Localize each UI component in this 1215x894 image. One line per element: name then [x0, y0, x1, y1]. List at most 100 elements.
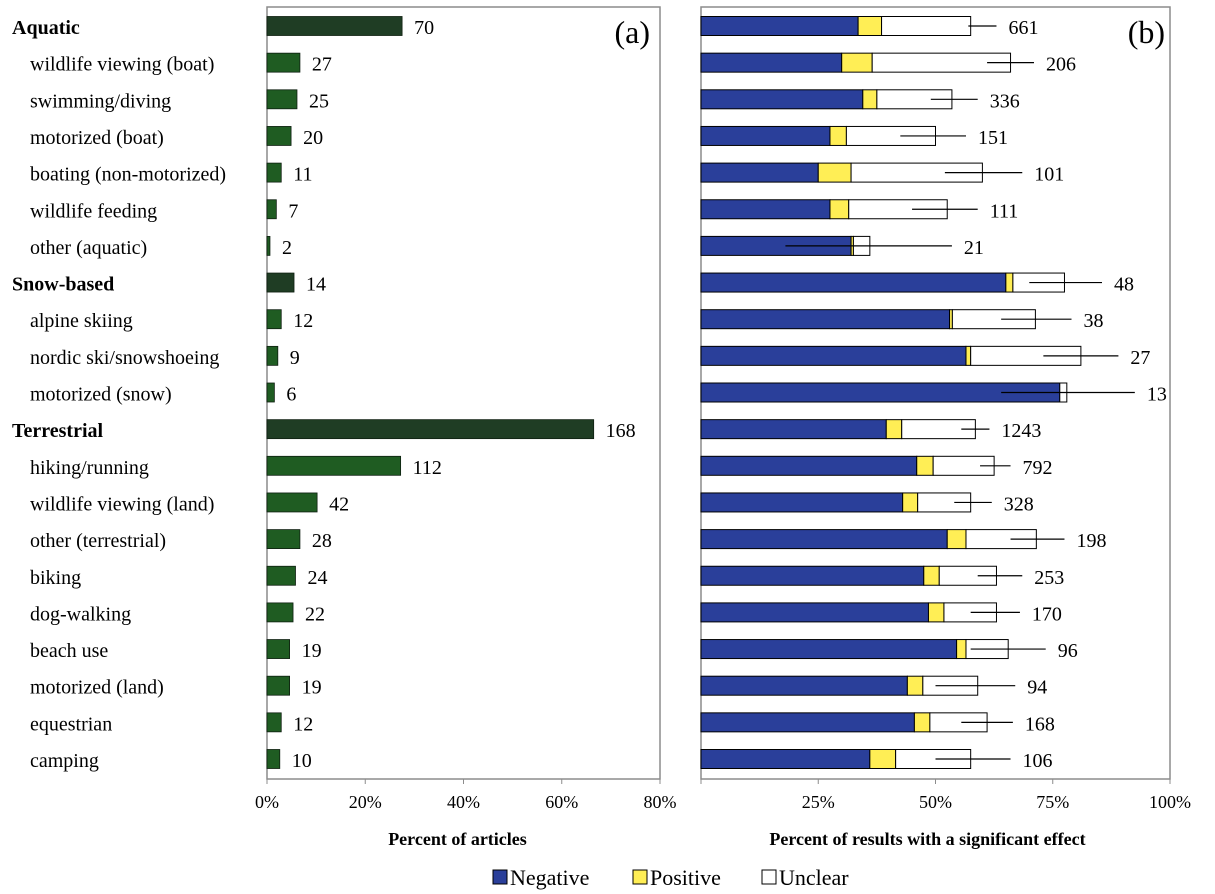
- n-label-wildlife-viewing-boat: 206: [1046, 54, 1076, 76]
- bar-wildlife-viewing-land: [266, 492, 318, 513]
- count-label-snow-based: 14: [306, 274, 326, 296]
- legend-swatch-positive: [632, 869, 648, 885]
- negative-segment-motorized-land: [700, 675, 908, 696]
- legend-swatch-unclear: [761, 869, 777, 885]
- x-tick-label-a-1: 20%: [349, 792, 382, 812]
- bar-other-aquatic: [266, 235, 271, 256]
- count-label-swimming-diving: 25: [309, 90, 329, 112]
- count-label-equestrian: 12: [293, 713, 313, 735]
- bar-motorized-boat: [266, 126, 292, 146]
- count-label-terrestrial: 168: [606, 420, 636, 442]
- bar-boating-non-motorized: [266, 162, 282, 183]
- n-label-nordic-ski-snowshoeing: 27: [1130, 347, 1150, 369]
- count-label-other-aquatic: 2: [282, 237, 292, 259]
- negative-segment-wildlife-viewing-land: [700, 492, 904, 513]
- x-tick-label-b-2: 75%: [1036, 792, 1069, 812]
- bar-alpine-skiing: [266, 309, 282, 330]
- legend-label-positive: Positive: [650, 865, 721, 890]
- positive-segment-camping: [869, 749, 897, 769]
- positive-segment-equestrian: [913, 712, 931, 733]
- negative-segment-camping: [700, 749, 871, 769]
- positive-segment-boating-non-motorized: [817, 162, 852, 183]
- count-label-other-terrestrial: 28: [312, 530, 332, 552]
- count-label-wildlife-feeding: 7: [288, 200, 298, 222]
- category-label-motorized-boat: motorized (boat): [30, 127, 164, 149]
- negative-segment-boating-non-motorized: [700, 162, 819, 183]
- category-label-aquatic: Aquatic: [12, 17, 80, 39]
- positive-segment-other-terrestrial: [946, 529, 967, 550]
- x-tick-label-a-3: 60%: [545, 792, 578, 812]
- n-label-aquatic: 661: [1008, 17, 1038, 39]
- count-label-motorized-land: 19: [302, 677, 322, 699]
- bar-equestrian: [266, 712, 282, 733]
- bar-dog-walking: [266, 602, 294, 623]
- bar-motorized-land: [266, 675, 290, 696]
- n-label-camping: 106: [1023, 750, 1053, 772]
- positive-segment-wildlife-viewing-land: [902, 492, 919, 513]
- count-label-motorized-snow: 6: [286, 384, 296, 406]
- legend-label-unclear: Unclear: [779, 865, 849, 890]
- negative-segment-motorized-boat: [700, 125, 831, 146]
- positive-segment-motorized-land: [906, 675, 924, 696]
- count-label-hiking-running: 112: [413, 457, 442, 479]
- bar-nordic-ski-snowshoeing: [266, 345, 279, 366]
- n-label-wildlife-viewing-land: 328: [1004, 493, 1034, 515]
- panel-a-label: (a): [614, 14, 650, 50]
- x-tick-label-b-0: 25%: [802, 792, 835, 812]
- positive-segment-terrestrial: [885, 419, 903, 440]
- count-label-wildlife-viewing-land: 42: [329, 493, 349, 515]
- bar-wildlife-feeding: [266, 199, 277, 220]
- n-label-motorized-snow: 13: [1147, 384, 1167, 406]
- bar-motorized-snow: [266, 382, 275, 403]
- count-label-alpine-skiing: 12: [293, 310, 313, 332]
- bar-biking: [266, 565, 296, 586]
- bar-camping: [266, 749, 281, 769]
- bar-snow-based: [266, 272, 295, 293]
- negative-segment-dog-walking: [700, 602, 929, 623]
- category-label-wildlife-feeding: wildlife feeding: [30, 200, 157, 222]
- n-label-other-terrestrial: 198: [1076, 530, 1106, 552]
- negative-segment-snow-based: [700, 272, 1007, 293]
- n-label-wildlife-feeding: 111: [990, 200, 1019, 222]
- negative-segment-wildlife-feeding: [700, 199, 831, 220]
- positive-segment-nordic-ski-snowshoeing: [965, 345, 972, 366]
- legend: Negative Positive Unclear: [492, 865, 849, 890]
- x-tick-label-b-3: 100%: [1149, 792, 1191, 812]
- category-label-beach-use: beach use: [30, 640, 108, 662]
- positive-segment-motorized-boat: [829, 125, 847, 146]
- negative-segment-other-terrestrial: [700, 529, 948, 550]
- x-tick-label-a-2: 40%: [447, 792, 480, 812]
- n-label-biking: 253: [1034, 567, 1064, 589]
- unclear-segment-aquatic: [881, 16, 972, 36]
- bar-hiking-running: [266, 455, 402, 476]
- n-label-motorized-land: 94: [1027, 677, 1047, 699]
- category-label-boating-non-motorized: boating (non-motorized): [30, 164, 226, 186]
- category-label-wildlife-viewing-land: wildlife viewing (land): [30, 493, 214, 515]
- negative-segment-swimming-diving: [700, 89, 864, 110]
- n-label-beach-use: 96: [1058, 640, 1078, 662]
- bar-other-terrestrial: [266, 529, 301, 549]
- bar-swimming-diving: [266, 89, 298, 110]
- panel-a-frame: [266, 6, 661, 780]
- x-tick-label-a-0: 0%: [255, 792, 279, 812]
- legend-label-negative: Negative: [510, 865, 589, 890]
- category-label-alpine-skiing: alpine skiing: [30, 310, 133, 332]
- n-label-swimming-diving: 336: [990, 90, 1020, 112]
- bar-wildlife-viewing-boat: [266, 52, 301, 73]
- x-axis-title-b: Percent of results with a significant ef…: [769, 829, 1085, 849]
- n-label-dog-walking: 170: [1032, 603, 1062, 625]
- x-tick-label-a-4: 80%: [644, 792, 677, 812]
- panel-b-label: (b): [1128, 14, 1165, 50]
- count-label-aquatic: 70: [414, 17, 434, 39]
- category-label-motorized-snow: motorized (snow): [30, 384, 172, 406]
- x-tick-label-b-1: 50%: [919, 792, 952, 812]
- category-label-other-terrestrial: other (terrestrial): [30, 530, 166, 552]
- category-label-biking: biking: [30, 567, 81, 589]
- count-label-camping: 10: [292, 750, 312, 772]
- bar-beach-use: [266, 639, 290, 659]
- category-label-camping: camping: [30, 750, 99, 772]
- n-label-hiking-running: 792: [1023, 457, 1053, 479]
- n-label-equestrian: 168: [1025, 713, 1055, 735]
- negative-segment-aquatic: [700, 16, 859, 36]
- category-label-equestrian: equestrian: [30, 713, 112, 735]
